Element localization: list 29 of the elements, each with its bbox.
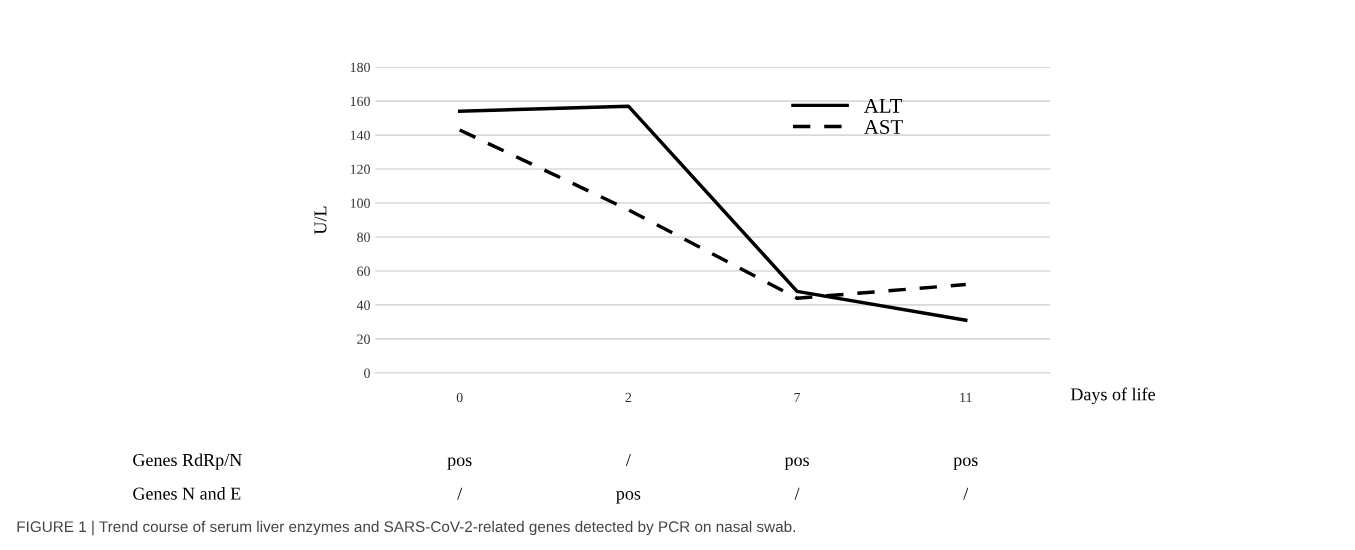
y-tick-label: 180 (350, 62, 370, 73)
text: pos (616, 491, 641, 504)
y-tick-label: 40 (356, 300, 370, 310)
text: Genes RdRp/N (133, 453, 242, 470)
text: Genes N and E (133, 487, 241, 500)
legend-label: AST (864, 119, 903, 134)
legend-label: ALT (864, 98, 903, 113)
y-tick-label: 20 (357, 334, 370, 344)
y-axis-title: U/L (314, 206, 327, 235)
y-tick-label: 60 (357, 266, 370, 276)
text: / (963, 487, 969, 500)
x-tick-label: 11 (960, 392, 972, 402)
x-tick-label: 7 (794, 392, 801, 402)
text: / (625, 454, 631, 467)
text: pos (784, 457, 809, 470)
x-tick-label: 2 (625, 392, 632, 402)
x-tick-label: 0 (456, 392, 463, 403)
text: pos (447, 457, 472, 470)
y-tick-label: 80 (357, 232, 370, 242)
y-tick-label: 100 (350, 198, 370, 208)
x-axis-title: Days of life (1070, 387, 1155, 405)
y-tick-label: 140 (350, 130, 370, 141)
text: / (794, 487, 800, 500)
text: pos (953, 457, 978, 470)
y-tick-label: 120 (350, 164, 370, 174)
text: / (457, 487, 463, 500)
y-tick-label: 0 (364, 368, 370, 378)
y-tick-label: 160 (350, 96, 370, 107)
caption: FIGURE 1 | Trend course of serum liver enzymes and SARS-CoV-2-related genes detected by PCR on nasal swab. (17, 520, 795, 536)
